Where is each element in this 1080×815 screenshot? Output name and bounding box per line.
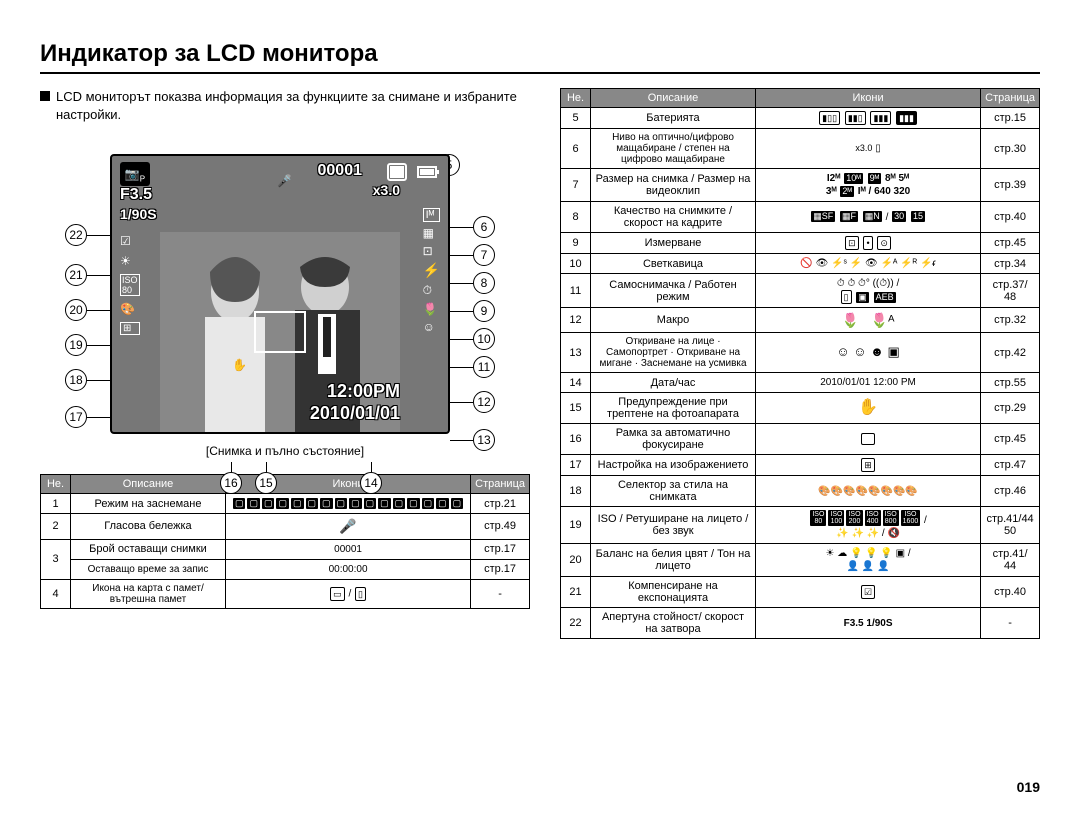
callout-11: 11	[473, 356, 495, 378]
table-row: 8Качество на снимките / скорост на кадри…	[561, 202, 1040, 233]
shake-icon: ✋	[232, 358, 247, 372]
lcd-aperture: F3.5	[120, 186, 152, 204]
table-row: 4Икона на карта с памет/ вътрешна памет▭…	[41, 579, 530, 608]
th-no-r: Не.	[561, 89, 591, 108]
table-row: 16Рамка за автоматично фокусиране стр.45	[561, 424, 1040, 455]
th-no: Не.	[41, 475, 71, 494]
callout-17: 17	[65, 406, 87, 428]
battery-icon	[416, 162, 440, 182]
right-table: Не. Описание Икони Страница 5Батерията▮▯…	[560, 88, 1040, 639]
bullet-square	[40, 91, 50, 101]
table-row: 14Дата/час2010/01/01 12:00 PMстр.55	[561, 373, 1040, 393]
th-desc: Описание	[71, 475, 226, 494]
lcd-time: 12:00PM	[327, 381, 400, 402]
table-row: 6Ниво на оптично/цифрово мащабиране / ст…	[561, 129, 1040, 169]
page-title: Индикатор за LCD монитора	[40, 40, 1040, 74]
th-icons-r: Икони	[756, 89, 981, 108]
table-row: 18Селектор за стила на снимката🎨🎨🎨🎨🎨🎨🎨🎨с…	[561, 476, 1040, 507]
table-row: 13Откриване на лице · Самопортрет · Откр…	[561, 333, 1040, 373]
th-page: Страница	[471, 475, 530, 494]
intro-content: LCD мониторът показва информация за функ…	[56, 88, 530, 124]
callout-8: 8	[473, 272, 495, 294]
people-illustration	[160, 232, 400, 432]
table-row: 12Макро🌷 🌷ᴬстр.32	[561, 308, 1040, 333]
callout-18: 18	[65, 369, 87, 391]
callout-6: 6	[473, 216, 495, 238]
mode-icon: 📷P	[120, 162, 150, 186]
callout-20: 20	[65, 299, 87, 321]
table-row: 21Компенсиране на експонацията☑стр.40	[561, 577, 1040, 608]
callout-10: 10	[473, 328, 495, 350]
callout-22: 22	[65, 224, 87, 246]
lcd-date: 2010/01/01	[310, 403, 400, 424]
table-row: 17Настройка на изображението⊞стр.47	[561, 455, 1040, 476]
left-table: Не. Описание Икони Страница 1Режим на за…	[40, 474, 530, 608]
lcd-zoom: x3.0	[373, 182, 400, 198]
table-row: 15Предупреждение при трептене на фотоапа…	[561, 393, 1040, 424]
table-row: 10Светкавица🚫 👁 ⚡ˢ ⚡ 👁 ⚡ᴬ ⚡ᴿ ⚡ᵳстр.34	[561, 254, 1040, 274]
callout-7: 7	[473, 244, 495, 266]
page-number: 019	[1017, 779, 1040, 795]
table-row: 1Режим на заснемане▢▢▢▢▢▢▢▢▢▢▢▢▢▢▢▢стр.2…	[41, 494, 530, 514]
callout-9: 9	[473, 300, 495, 322]
lcd-counter: 00001	[318, 162, 363, 180]
table-row: 9Измерване⊡ • ⊙стр.45	[561, 233, 1040, 254]
table-row: 19ISO / Ретуширане на лицето / без звукI…	[561, 507, 1040, 544]
intro-text: LCD мониторът показва информация за функ…	[40, 88, 530, 124]
callout-19: 19	[65, 334, 87, 356]
lcd-shutter: 1/90S	[120, 206, 157, 222]
table-row: 11Самоснимачка / Работен режим⏱ ⏱ ⏱° ((⏱…	[561, 274, 1040, 308]
card-icon	[386, 162, 410, 182]
table-row: 20Баланс на белия цвят / Тон на лицето☀ …	[561, 544, 1040, 577]
lcd-caption: [Снимка и пълно състояние]	[40, 444, 530, 458]
table-row: 7Размер на снимка / Размер на видеоклипI…	[561, 169, 1040, 202]
th-page-r: Страница	[981, 89, 1040, 108]
table-row: 2Гласова бележка🎤стр.49	[41, 514, 530, 539]
th-desc-r: Описание	[591, 89, 756, 108]
callout-12: 12	[473, 391, 495, 413]
table-row: 5Батерията▮▯▯ ▮▮▯ ▮▮▮ ▮▮▮стр.15	[561, 108, 1040, 129]
table-row: 22Апертуна стойност/ скорост на затвораF…	[561, 608, 1040, 639]
mic-icon: 🎤	[277, 174, 292, 188]
lcd-diagram: 1 2 3 4 5 22 21 20 19 18 17 6	[40, 154, 520, 434]
callout-21: 21	[65, 264, 87, 286]
